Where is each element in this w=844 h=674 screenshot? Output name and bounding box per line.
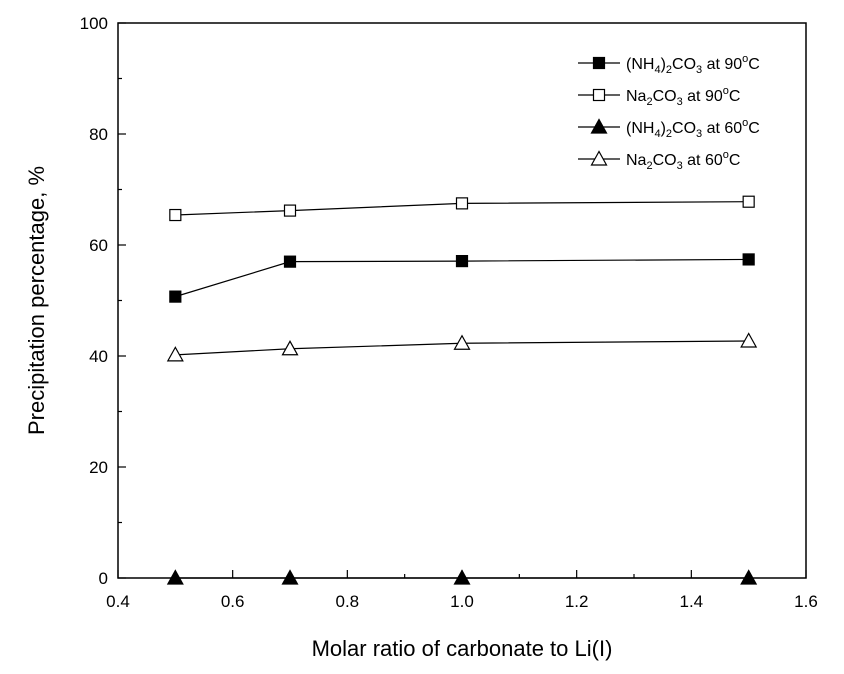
data-point <box>281 340 299 356</box>
legend-entry: (NH4)2CO3 at 90oC <box>578 53 760 76</box>
series-line <box>175 201 749 216</box>
legend-marker <box>592 88 606 102</box>
data-point <box>455 197 469 210</box>
y-tick-label: 60 <box>89 236 108 255</box>
series-line <box>175 340 749 356</box>
data-point <box>742 195 755 208</box>
data-point <box>283 255 297 268</box>
data-point <box>166 569 184 585</box>
data-point <box>169 290 182 303</box>
legend-marker <box>590 150 608 166</box>
y-tick-label: 20 <box>89 458 108 477</box>
data-point <box>166 346 184 362</box>
x-tick-label: 0.8 <box>336 592 360 611</box>
plot-frame <box>117 22 807 579</box>
legend-marker <box>592 56 606 70</box>
x-tick-label: 1.2 <box>565 592 589 611</box>
data-point <box>740 569 758 585</box>
data-point <box>455 254 469 268</box>
data-point <box>281 569 299 585</box>
legend-entry: Na2CO3 at 90oC <box>578 85 740 108</box>
data-point <box>283 204 297 217</box>
legend-label: (NH4)2CO3 at 90oC <box>626 53 760 76</box>
x-tick-label: 0.6 <box>221 592 245 611</box>
legend-entry: (NH4)2CO3 at 60oC <box>578 117 760 140</box>
data-point <box>453 334 471 350</box>
data-point <box>742 253 755 266</box>
legend-label: Na2CO3 at 60oC <box>626 149 740 172</box>
series-2 <box>169 195 755 222</box>
y-axis-title: Precipitation percentage, % <box>24 166 49 435</box>
legend-label: (NH4)2CO3 at 60oC <box>626 117 760 140</box>
x-tick-label: 1.0 <box>450 592 474 611</box>
series-3 <box>166 569 758 585</box>
x-tick-label: 0.4 <box>106 592 130 611</box>
y-tick-label: 80 <box>89 125 108 144</box>
series-1 <box>169 253 755 303</box>
y-tick-label: 0 <box>99 569 108 588</box>
series-line <box>175 258 749 298</box>
data-point <box>740 332 758 348</box>
data-point <box>169 208 182 222</box>
series-layer <box>166 195 758 585</box>
legend-entry: Na2CO3 at 60oC <box>578 149 740 172</box>
series-4 <box>166 332 758 362</box>
data-point <box>453 569 471 585</box>
legend: (NH4)2CO3 at 90oC Na2CO3 at 90oC (NH4)2CO3… <box>578 53 760 172</box>
x-tick-label: 1.4 <box>680 592 704 611</box>
y-tick-label: 40 <box>89 347 108 366</box>
x-tick-label: 1.6 <box>794 592 818 611</box>
legend-marker <box>590 118 608 134</box>
y-tick-label: 100 <box>80 14 108 33</box>
x-axis-title: Molar ratio of carbonate to Li(I) <box>312 636 613 661</box>
legend-label: Na2CO3 at 90oC <box>626 85 740 108</box>
